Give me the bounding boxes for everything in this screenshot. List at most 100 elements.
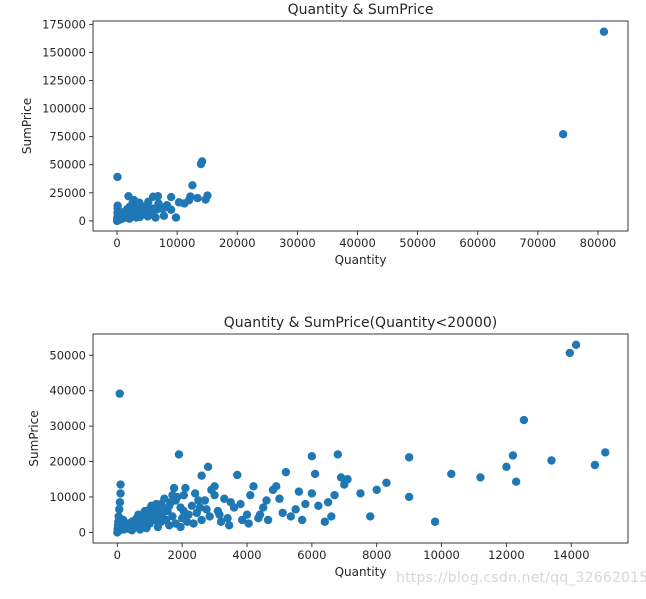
scatter-point [278, 508, 287, 518]
y-tick-label: 75000 [49, 130, 86, 144]
scatter-point [181, 483, 190, 493]
scatter-point [179, 506, 188, 516]
scatter-point [132, 514, 141, 523]
y-tick-label: 50000 [49, 158, 86, 172]
scatter-point [286, 512, 295, 521]
x-tick-label: 50000 [399, 236, 436, 250]
scatter-point [203, 462, 213, 472]
plot-frame [92, 333, 629, 544]
scatter-point [166, 192, 176, 202]
scatter-point [169, 483, 179, 493]
chart-title: Quantity & SumPrice(Quantity<20000) [224, 315, 498, 331]
scatter-point [263, 515, 273, 525]
scatter-point [196, 159, 206, 169]
scatter-point [156, 517, 166, 526]
scatter-point [124, 191, 133, 201]
y-tick-label: 100000 [42, 102, 86, 116]
chart-top: 0 10000 20000 30000 40000 50000 60000 70000 8000… [20, 2, 629, 267]
scatter-point [113, 172, 122, 182]
x-tick-label: 4000 [232, 548, 261, 562]
scatter-point [236, 499, 245, 509]
scatter-point [171, 519, 180, 528]
scatter-point [194, 496, 203, 505]
scatter-point [226, 498, 236, 507]
scatter-point [113, 528, 122, 537]
scatter-point [202, 505, 211, 514]
scatter-point [223, 514, 232, 523]
x-tick-label: 20000 [219, 236, 256, 250]
scatter-point [323, 498, 333, 507]
scatter-point [131, 208, 140, 218]
scatter-point [330, 490, 339, 500]
y-tick-label: 40000 [49, 384, 86, 398]
scatter-point [404, 453, 414, 462]
scatter-point [336, 473, 346, 482]
scatter-point [301, 499, 310, 509]
y-tick-label: 125000 [42, 74, 86, 88]
scatter-point [116, 480, 125, 489]
x-tick-label: 60000 [459, 236, 496, 250]
scatter-point [203, 191, 212, 200]
scatter-point [179, 490, 188, 500]
scatter-point [476, 473, 485, 482]
scatter-point [116, 489, 125, 498]
scatter-point [297, 515, 307, 525]
scatter-point [207, 485, 216, 495]
scatter-point [197, 471, 206, 480]
scatter-point [220, 494, 229, 503]
scatter-point [262, 496, 271, 505]
y-tick-label: 25000 [49, 186, 86, 200]
scatter-point [112, 213, 122, 223]
scatter-point [233, 470, 242, 480]
scatter-points [113, 340, 610, 537]
chart-title: Quantity & SumPrice [288, 2, 434, 18]
scatter-point [189, 519, 198, 528]
y-tick-label: 20000 [49, 455, 86, 469]
scatter-point [382, 478, 391, 487]
scatter-point [174, 450, 184, 459]
scatter-point [275, 494, 284, 503]
x-tick-label: 14000 [553, 548, 590, 562]
scatter-point [307, 452, 317, 461]
scatter-point [281, 467, 291, 477]
scatter-point [565, 348, 575, 358]
scatter-point [224, 521, 234, 530]
y-tick-label: 50000 [49, 348, 86, 362]
x-tick-label: 40000 [339, 236, 376, 250]
x-tick-label: 12000 [488, 548, 525, 562]
chart-bottom: 0 2000 4000 6000 8000 10000 12000 14000 0 10000 20… [27, 315, 629, 579]
scatter-point [168, 512, 177, 521]
scatter-point [171, 213, 181, 222]
y-tick-label: 10000 [49, 490, 86, 504]
scatter-point [168, 490, 177, 500]
scatter-point [502, 462, 511, 472]
scatter-point [249, 482, 258, 491]
scatter-point [254, 514, 263, 523]
scatter-point [314, 501, 323, 511]
scatter-point [508, 451, 518, 460]
y-tick-label: 30000 [49, 419, 86, 433]
scatter-point [447, 469, 456, 479]
scatter-point [115, 389, 124, 398]
scatter-point [115, 505, 124, 514]
scatter-point [118, 515, 128, 525]
scatter-point [140, 521, 150, 530]
scatter-point [115, 498, 125, 507]
scatter-point [291, 505, 300, 514]
scatter-point [188, 181, 197, 190]
scatter-point [187, 501, 197, 511]
scatter-point [571, 340, 581, 350]
scatter-point [246, 490, 255, 500]
scatter-point [200, 496, 210, 505]
scatter-point [216, 517, 226, 526]
x-tick-label: 80000 [580, 236, 617, 250]
x-tick-label: 0 [114, 548, 121, 562]
watermark: https://blog.csdn.net/qq_32662015 [396, 570, 646, 586]
scatter-point [519, 415, 529, 425]
x-tick-label: 10000 [423, 548, 460, 562]
x-axis-label: Quantity [335, 565, 387, 579]
scatter-point [590, 460, 600, 470]
scatter-point [150, 206, 159, 215]
scatter-point [174, 198, 184, 207]
